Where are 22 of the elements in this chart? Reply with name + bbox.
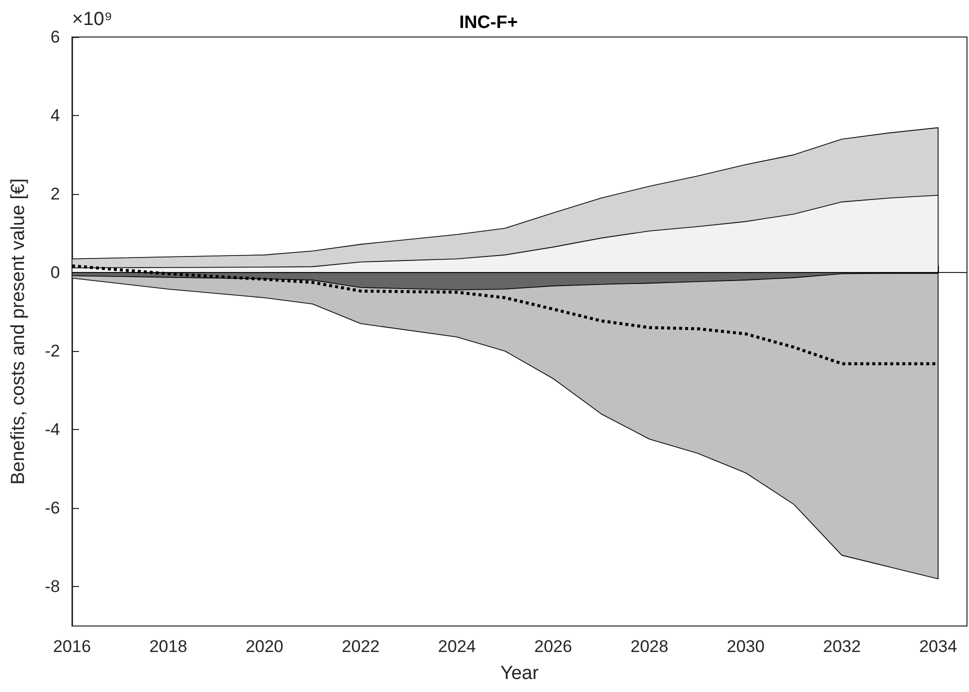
text: ×10⁹ xyxy=(72,9,112,30)
x-tick-label: 2032 xyxy=(822,637,861,656)
x-tick-label: 2030 xyxy=(726,637,765,656)
x-tick-label: 2022 xyxy=(342,637,380,656)
x-tick-label: 2028 xyxy=(630,637,668,656)
x-tick-label: 2020 xyxy=(246,637,284,656)
y-tick-label: 2 xyxy=(50,184,60,204)
x-tick-label: 2034 xyxy=(919,637,958,656)
y-tick-label: -8 xyxy=(44,577,60,596)
y-tick-label: -6 xyxy=(44,498,60,518)
y-tick-label: 4 xyxy=(50,106,60,126)
x-tick-label: 2024 xyxy=(438,637,476,656)
x-tick-label: 2016 xyxy=(53,637,91,656)
x-axis-title: Year xyxy=(500,663,540,684)
y-tick-label: 0 xyxy=(50,263,60,282)
y-tick-label: -2 xyxy=(44,342,60,361)
y-tick-label: -4 xyxy=(44,420,60,440)
chart-title: INC-F+ xyxy=(459,12,518,32)
x-tick-label: 2026 xyxy=(534,637,572,656)
y-tick-label: 6 xyxy=(50,28,60,46)
y-axis-title: Benefits, costs and present value [€] xyxy=(8,178,29,485)
x-tick-label: 2018 xyxy=(149,637,188,656)
